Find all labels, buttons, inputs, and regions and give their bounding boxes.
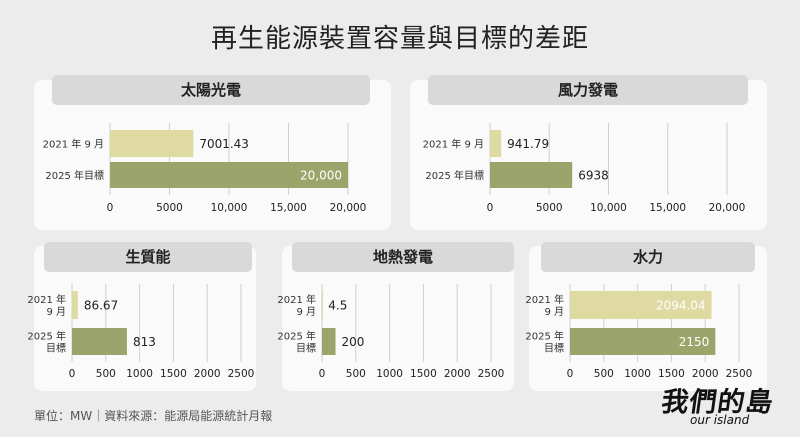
solar-panel [34, 80, 391, 230]
data-label: 200 [342, 335, 365, 349]
x-tick-label: 10,000 [211, 202, 248, 214]
x-tick-label: 1000 [126, 368, 153, 380]
x-tick-label: 500 [594, 368, 614, 380]
category-label: 2025 年目標 [277, 330, 316, 355]
data-label: 6938 [578, 169, 609, 183]
x-tick-label: 0 [487, 202, 494, 214]
x-tick-label: 1500 [160, 368, 187, 380]
bar-2021-sep [110, 130, 194, 157]
data-label: 4.5 [328, 299, 347, 313]
bar-2025-target [322, 328, 336, 355]
data-label: 2150 [679, 335, 710, 349]
biomass-chart-title: 生質能 [44, 242, 252, 272]
data-label: 941.79 [507, 137, 549, 151]
page-title: 再生能源裝置容量與目標的差距 [210, 24, 589, 54]
x-tick-label: 20,000 [709, 202, 746, 214]
x-tick-label: 5000 [536, 202, 563, 214]
bar-2021-sep [322, 291, 323, 319]
wind-panel [410, 80, 767, 230]
x-tick-label: 10,000 [590, 202, 627, 214]
x-tick-label: 2000 [692, 368, 719, 380]
data-label: 7001.43 [199, 137, 249, 151]
bar-2025-target [490, 162, 573, 188]
x-tick-label: 15,000 [649, 202, 686, 214]
x-tick-label: 1500 [410, 368, 437, 380]
x-tick-label: 5000 [156, 202, 183, 214]
brand-logo-subtitle: our island [690, 413, 750, 427]
x-tick-label: 0 [69, 368, 76, 380]
x-tick-label: 15,000 [270, 202, 307, 214]
x-tick-label: 1000 [624, 368, 651, 380]
bar-2021-sep [570, 291, 712, 319]
x-tick-label: 2000 [444, 368, 471, 380]
brand-logo: 我們的島 our island [659, 380, 782, 430]
data-label: 813 [133, 335, 156, 349]
bar-2021-sep [490, 130, 502, 157]
x-tick-label: 0 [107, 202, 114, 214]
x-tick-label: 2500 [726, 368, 753, 380]
category-label: 2021 年 9 月 [423, 138, 484, 151]
category-label: 2025 年目標 [27, 330, 66, 355]
hydro-chart-title: 水力 [541, 242, 755, 272]
category-label: 2025 年目標 [525, 330, 564, 355]
category-label: 2025 年目標 [425, 169, 484, 182]
data-label: 2094.04 [656, 299, 706, 313]
category-label: 2021 年 9 月 [43, 138, 104, 151]
data-label: 20,000 [300, 169, 342, 183]
wind-chart-title: 風力發電 [428, 75, 748, 105]
x-tick-label: 500 [96, 368, 116, 380]
x-tick-label: 2000 [194, 368, 221, 380]
bar-2025-target [570, 328, 716, 355]
solar-chart-title: 太陽光電 [52, 75, 370, 105]
category-label: 2025 年目標 [45, 169, 104, 182]
x-tick-label: 500 [346, 368, 366, 380]
geothermal-chart-title: 地熱發電 [292, 242, 514, 272]
x-tick-label: 1000 [376, 368, 403, 380]
x-tick-label: 2500 [228, 368, 255, 380]
source-footnote: 單位：MW｜資料來源：能源局能源統計月報 [34, 409, 273, 423]
bar-2025-target [110, 162, 348, 188]
x-tick-label: 0 [567, 368, 574, 380]
x-tick-label: 20,000 [330, 202, 367, 214]
bar-2025-target [72, 328, 127, 355]
x-tick-label: 2500 [478, 368, 505, 380]
bar-2021-sep [72, 291, 78, 319]
data-label: 86.67 [84, 299, 118, 313]
x-tick-label: 0 [319, 368, 326, 380]
x-tick-label: 1500 [658, 368, 685, 380]
